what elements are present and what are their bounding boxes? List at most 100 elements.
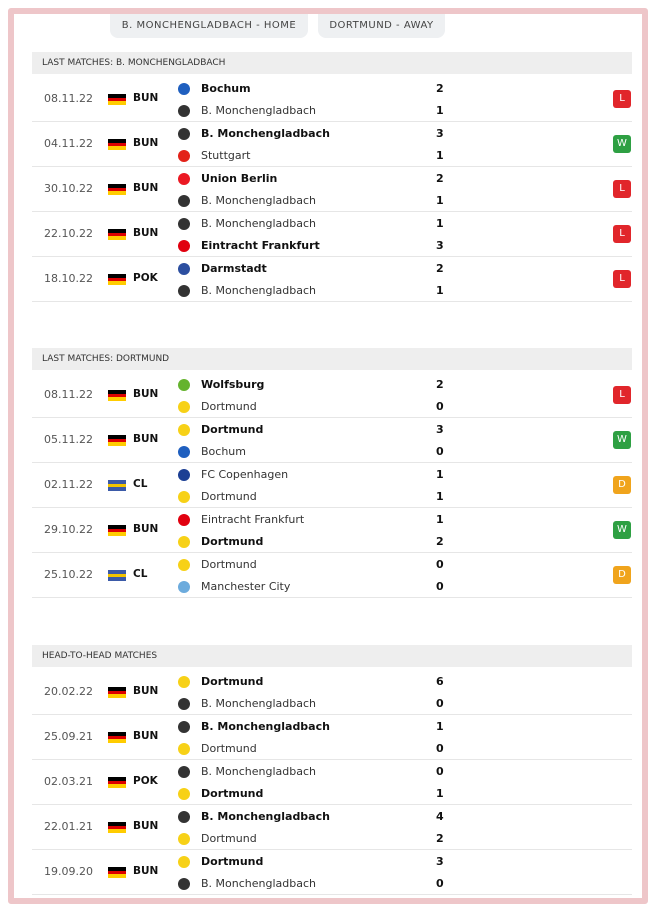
- team-icon: [178, 581, 190, 593]
- result-badge: L: [613, 180, 631, 198]
- section-header: HEAD-TO-HEAD MATCHES: [32, 645, 632, 667]
- flag: [108, 525, 126, 537]
- match-row[interactable]: 25.10.22 CL Dortmund 0 Manchester City 0 D: [32, 553, 632, 598]
- match-row[interactable]: 02.11.22 CL FC Copenhagen 1 Dortmund 1 D: [32, 463, 632, 508]
- score: 1: [436, 217, 444, 230]
- match-date: 29.10.22: [44, 523, 93, 536]
- competition: BUN: [133, 182, 159, 194]
- score: 0: [436, 877, 444, 890]
- team-name: Eintracht Frankfurt: [201, 513, 305, 526]
- section-header: LAST MATCHES: B. MONCHENGLADBACH: [32, 52, 632, 74]
- score: 3: [436, 239, 444, 252]
- match-date: 20.02.22: [44, 685, 93, 698]
- flag: [108, 570, 126, 582]
- match-row[interactable]: 22.01.21 BUN B. Monchengladbach 4 Dortmund 2: [32, 805, 632, 850]
- score: 1: [436, 468, 444, 481]
- team-name: Dortmund: [201, 400, 257, 413]
- match-date: 08.11.22: [44, 92, 93, 105]
- competition: POK: [133, 775, 158, 787]
- team-name: FC Copenhagen: [201, 468, 289, 481]
- score: 6: [436, 675, 444, 688]
- team-name: Dortmund: [201, 832, 257, 845]
- team-icon: [178, 721, 190, 733]
- team-icon: [178, 491, 190, 503]
- match-row[interactable]: 08.11.22 BUN Wolfsburg 2 Dortmund 0 L: [32, 373, 632, 418]
- team-name: B. Monchengladbach: [201, 194, 316, 207]
- team-name: Wolfsburg: [201, 378, 265, 391]
- team-icon: [178, 514, 190, 526]
- competition: BUN: [133, 227, 159, 239]
- score: 1: [436, 787, 444, 800]
- team-name: B. Monchengladbach: [201, 810, 330, 823]
- competition: BUN: [133, 388, 159, 400]
- competition: BUN: [133, 865, 159, 877]
- team-icon: [178, 195, 190, 207]
- flag: [108, 390, 126, 402]
- score: 1: [436, 104, 444, 117]
- team-name: Bochum: [201, 82, 251, 95]
- match-row[interactable]: 30.10.22 BUN Union Berlin 2 B. Monchengladba…: [32, 167, 632, 212]
- match-row[interactable]: 05.11.22 BUN Dortmund 3 Bochum 0 W: [32, 418, 632, 463]
- score: 2: [436, 378, 444, 391]
- team-icon: [178, 285, 190, 297]
- flag: [108, 777, 126, 789]
- team-icon: [178, 469, 190, 481]
- team-name: Dortmund: [201, 787, 264, 800]
- score: 1: [436, 490, 444, 503]
- score: 3: [436, 855, 444, 868]
- team-name: Union Berlin: [201, 172, 278, 185]
- match-row[interactable]: 18.10.22 POK Darmstadt 2 B. Monchengladbach 1…: [32, 257, 632, 302]
- team-name: B. Monchengladbach: [201, 284, 316, 297]
- flag: [108, 687, 126, 699]
- match-date: 19.09.20: [44, 865, 93, 878]
- score: 2: [436, 82, 444, 95]
- team-icon: [178, 240, 190, 252]
- team-name: Dortmund: [201, 558, 257, 571]
- result-badge: L: [613, 90, 631, 108]
- team-name: Dortmund: [201, 855, 264, 868]
- match-date: 22.10.22: [44, 227, 93, 240]
- team-name: B. Monchengladbach: [201, 104, 316, 117]
- team-icon: [178, 263, 190, 275]
- match-row[interactable]: 08.11.22 BUN Bochum 2 B. Monchengladbach 1 L: [32, 77, 632, 122]
- competition: BUN: [133, 820, 159, 832]
- match-row[interactable]: 22.10.22 BUN B. Monchengladbach 1 Eintracht …: [32, 212, 632, 257]
- team-name: B. Monchengladbach: [201, 217, 316, 230]
- tab-home[interactable]: B. MONCHENGLADBACH - HOME: [110, 14, 308, 38]
- result-badge: L: [613, 225, 631, 243]
- score: 0: [436, 742, 444, 755]
- result-badge: L: [613, 270, 631, 288]
- flag: [108, 184, 126, 196]
- flag: [108, 435, 126, 447]
- score: 2: [436, 535, 444, 548]
- flag: [108, 867, 126, 879]
- tab-away[interactable]: DORTMUND - AWAY: [318, 14, 445, 38]
- score: 1: [436, 720, 444, 733]
- match-row[interactable]: 25.09.21 BUN B. Monchengladbach 1 Dortmund 0: [32, 715, 632, 760]
- match-row[interactable]: 20.02.22 BUN Dortmund 6 B. Monchengladbach 0: [32, 670, 632, 715]
- competition: BUN: [133, 137, 159, 149]
- team-icon: [178, 379, 190, 391]
- flag: [108, 139, 126, 151]
- team-icon: [178, 218, 190, 230]
- competition: BUN: [133, 523, 159, 535]
- score: 0: [436, 697, 444, 710]
- result-badge: W: [613, 521, 631, 539]
- match-row[interactable]: 29.10.22 BUN Eintracht Frankfurt 1 Dortmund 2…: [32, 508, 632, 553]
- flag: [108, 94, 126, 106]
- team-icon: [178, 536, 190, 548]
- team-name: Dortmund: [201, 675, 264, 688]
- frame: [8, 8, 648, 904]
- competition: BUN: [133, 433, 159, 445]
- score: 3: [436, 423, 444, 436]
- team-name: Darmstadt: [201, 262, 267, 275]
- match-row[interactable]: 19.09.20 BUN Dortmund 3 B. Monchengladbach 0: [32, 850, 632, 895]
- match-date: 04.11.22: [44, 137, 93, 150]
- team-icon: [178, 811, 190, 823]
- team-icon: [178, 698, 190, 710]
- match-row[interactable]: 04.11.22 BUN B. Monchengladbach 3 Stuttgart 1…: [32, 122, 632, 167]
- match-row[interactable]: 02.03.21 POK B. Monchengladbach 0 Dortmund 1: [32, 760, 632, 805]
- team-name: Dortmund: [201, 423, 264, 436]
- match-date: 02.11.22: [44, 478, 93, 491]
